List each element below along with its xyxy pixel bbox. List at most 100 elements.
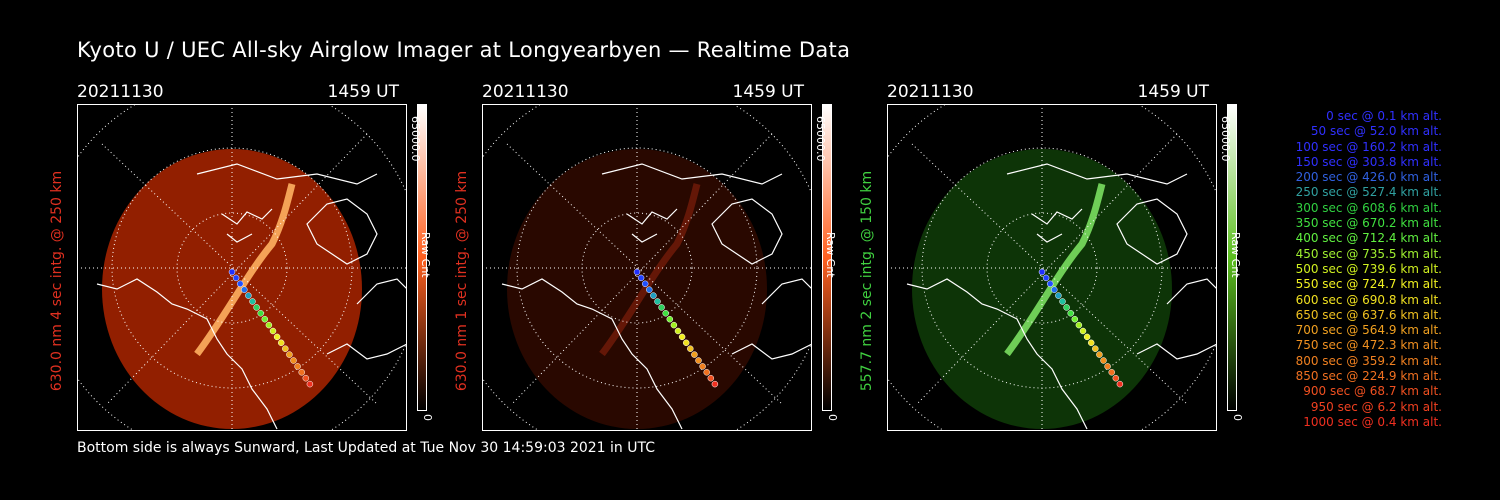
legend-entry: 550 sec @ 724.7 km alt. (1295, 277, 1442, 292)
legend-entry: 700 sec @ 564.9 km alt. (1295, 323, 1442, 338)
trajectory-point (707, 374, 715, 382)
legend-entry: 400 sec @ 712.4 km alt. (1295, 231, 1442, 246)
trajectory-point (298, 369, 305, 376)
trajectory-point (1059, 298, 1066, 305)
trajectory-point (286, 351, 293, 358)
trajectory-point (290, 357, 297, 364)
trajectory-point (1071, 315, 1079, 323)
legend-entry: 1000 sec @ 0.4 km alt. (1303, 414, 1442, 429)
colorbar (822, 104, 832, 411)
trajectory-point (294, 363, 301, 370)
imager-panel-1: 20211130 1459 UT 630.0 nm 4 sec intg. @ … (49, 82, 477, 432)
legend-entry: 50 sec @ 52.0 km alt. (1310, 124, 1442, 139)
trajectory-point (1104, 363, 1111, 370)
footer-note: Bottom side is always Sunward, Last Upda… (77, 440, 655, 456)
trajectory-point (687, 345, 694, 352)
trajectory-point (691, 351, 698, 358)
trajectory-point (302, 374, 310, 382)
trajectory-point (703, 369, 710, 376)
trajectory-point (1083, 333, 1091, 341)
trajectory-point (1108, 369, 1115, 376)
trajectory-point (261, 315, 269, 323)
trajectory-point (228, 268, 236, 276)
trajectory-legend: 0 sec @ 0.1 km alt. 50 sec @ 52.0 km alt.… (1262, 109, 1442, 430)
imager-panel-3: 20211130 1459 UT 557.7 nm 2 sec intg. @ … (859, 82, 1287, 432)
trajectory-point (1067, 310, 1074, 317)
colorbar-unit: Raw Cnt (1229, 232, 1242, 278)
trajectory-track (633, 268, 719, 388)
allsky-image (77, 104, 407, 431)
colorbar-min: 0 (826, 414, 839, 421)
aurora-arc (599, 183, 701, 357)
aurora-arc (1004, 183, 1106, 357)
colorbar-max: 65000.0 (814, 116, 827, 162)
trajectory-point (249, 298, 256, 305)
trajectory-point (1087, 339, 1095, 347)
panel-time: 1459 UT (1137, 82, 1210, 102)
trajectory-point (232, 274, 240, 282)
legend-entry: 200 sec @ 426.0 km alt. (1295, 170, 1442, 185)
legend-entry: 150 sec @ 303.8 km alt. (1295, 154, 1442, 169)
trajectory-point (277, 339, 285, 347)
legend-entry: 950 sec @ 6.2 km alt. (1310, 399, 1442, 414)
legend-entry: 350 sec @ 670.2 km alt. (1295, 216, 1442, 231)
trajectory-point (273, 333, 281, 341)
trajectory-point (637, 274, 645, 282)
trajectory-point (650, 292, 657, 299)
trajectory-point (666, 315, 674, 323)
legend-entry: 750 sec @ 472.3 km alt. (1295, 338, 1442, 353)
trajectory-point (682, 339, 690, 347)
legend-entry: 650 sec @ 637.6 km alt. (1295, 307, 1442, 322)
trajectory-point (241, 286, 248, 293)
panel-date: 20211130 (482, 82, 569, 102)
trajectory-point (1092, 345, 1099, 352)
trajectory-point (306, 380, 314, 388)
trajectory-point (633, 268, 641, 276)
trajectory-point (253, 304, 260, 311)
trajectory-point (265, 321, 273, 329)
colorbar-unit: Raw Cnt (824, 232, 837, 278)
panel-date: 20211130 (77, 82, 164, 102)
page-title: Kyoto U / UEC All-sky Airglow Imager at … (77, 38, 851, 62)
coastline (96, 163, 407, 430)
coastline (906, 163, 1217, 430)
panel-wavelength-label: 557.7 nm 2 sec intg. @ 150 km (859, 170, 875, 392)
colorbar-min: 0 (1231, 414, 1244, 421)
trajectory-point (269, 327, 277, 335)
trajectory-point (711, 380, 719, 388)
trajectory-point (1046, 280, 1054, 288)
legend-entry: 0 sec @ 0.1 km alt. (1326, 109, 1442, 123)
trajectory-point (641, 280, 649, 288)
panel-wavelength-label: 630.0 nm 1 sec intg. @ 250 km (454, 170, 470, 392)
trajectory-point (1075, 321, 1083, 329)
panel-date: 20211130 (887, 82, 974, 102)
trajectory-point (699, 363, 706, 370)
trajectory-point (236, 280, 244, 288)
legend-entry: 600 sec @ 690.8 km alt. (1295, 292, 1442, 307)
trajectory-point (670, 321, 678, 329)
legend-entry: 300 sec @ 608.6 km alt. (1295, 200, 1442, 215)
allsky-image (887, 104, 1217, 431)
trajectory-point (654, 298, 661, 305)
trajectory-point (1096, 351, 1103, 358)
legend-entry: 500 sec @ 739.6 km alt. (1295, 261, 1442, 276)
trajectory-point (282, 345, 289, 352)
legend-entry: 800 sec @ 359.2 km alt. (1295, 353, 1442, 368)
imager-panel-2: 20211130 1459 UT 630.0 nm 1 sec intg. @ … (454, 82, 882, 432)
trajectory-point (1079, 327, 1087, 335)
aurora-arc (194, 183, 296, 357)
allsky-image (482, 104, 812, 431)
trajectory-point (678, 333, 686, 341)
panel-time: 1459 UT (732, 82, 805, 102)
legend-entry: 850 sec @ 224.9 km alt. (1295, 369, 1442, 384)
trajectory-point (257, 310, 264, 317)
colorbar (417, 104, 427, 411)
trajectory-point (1100, 357, 1107, 364)
trajectory-point (245, 292, 252, 299)
colorbar-unit: Raw Cnt (419, 232, 432, 278)
panel-wavelength-label: 630.0 nm 4 sec intg. @ 250 km (49, 170, 65, 392)
colorbar-max: 65000.0 (409, 116, 422, 162)
legend-entry: 900 sec @ 68.7 km alt. (1303, 384, 1442, 399)
trajectory-point (674, 327, 682, 335)
coastline (501, 163, 812, 430)
